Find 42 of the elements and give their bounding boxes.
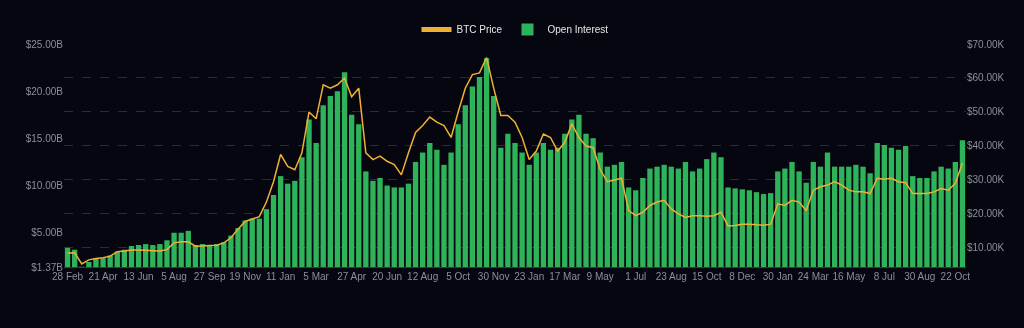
x-tick-label: 24 Mar <box>797 271 830 282</box>
x-tick-label: 30 Jan <box>762 271 793 282</box>
x-tick-label: 27 Sep <box>193 271 226 282</box>
x-tick-label: 12 Aug <box>407 271 439 282</box>
y-tick-label: $10.00B <box>25 180 64 192</box>
x-tick-label: 23 Aug <box>655 271 687 282</box>
y-tick-label: $5.00B <box>31 227 64 239</box>
legend-label: BTC Price <box>456 24 503 36</box>
x-tick-label: 8 Jul <box>873 271 895 282</box>
x-tick-label: 15 Oct <box>692 271 722 282</box>
y2-tick-label: $30.00K <box>967 174 1005 186</box>
y2-tick-label: $40.00K <box>967 140 1005 152</box>
y2-tick-label: $70.00K <box>967 38 1005 50</box>
x-tick-label: 30 Aug <box>904 271 936 282</box>
y2-tick-label: $60.00K <box>967 72 1005 84</box>
x-tick-label: 28 Feb <box>51 271 84 282</box>
x-tick-label: 5 Oct <box>446 271 471 282</box>
x-tick-label: 11 Jan <box>265 271 296 282</box>
legend-label: Open Interest <box>547 24 609 36</box>
y-tick-label: $1.37B <box>31 261 64 273</box>
y2-tick-label: $50.00K <box>967 106 1005 118</box>
x-tick-label: 13 Jun <box>123 271 154 282</box>
x-tick-label: 22 Oct <box>940 271 971 282</box>
x-tick-label: 23 Jan <box>514 271 545 282</box>
y-tick-label: $25.00B <box>25 38 64 50</box>
x-tick-label: 17 Mar <box>549 271 581 282</box>
x-tick-label: 16 May <box>832 271 866 282</box>
y-tick-label: $20.00B <box>25 85 64 97</box>
y2-tick-label: $20.00K <box>967 208 1005 220</box>
x-tick-label: 5 Aug <box>161 271 187 282</box>
x-tick-label: 8 Dec <box>729 271 756 282</box>
y-tick-label: $15.00B <box>25 132 64 144</box>
x-tick-label: 9 May <box>586 271 614 282</box>
y2-tick-label: $10.00K <box>967 242 1005 254</box>
x-tick-label: 21 Apr <box>88 271 119 282</box>
line-series <box>66 56 964 265</box>
x-tick-label: 1 Jul <box>625 271 647 282</box>
x-tick-label: 30 Nov <box>477 271 510 282</box>
x-tick-label: 27 Apr <box>337 271 367 282</box>
x-tick-label: 20 Jun <box>372 271 403 282</box>
x-tick-label: 19 Nov <box>229 271 261 282</box>
x-tick-label: 5 Mar <box>303 271 330 282</box>
